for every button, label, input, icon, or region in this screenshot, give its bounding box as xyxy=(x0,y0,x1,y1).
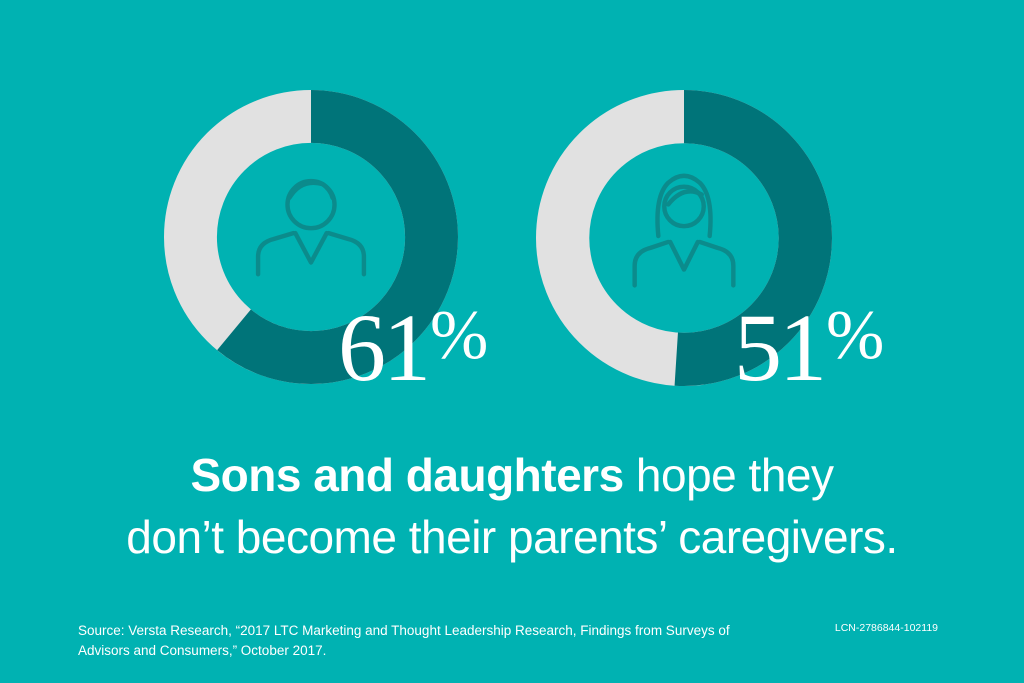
headline-rest: hope they xyxy=(623,449,834,501)
donut-svg-daughters xyxy=(536,90,832,386)
man-icon xyxy=(255,178,367,277)
donut-value-arc xyxy=(164,90,458,384)
woman-icon xyxy=(632,173,736,288)
headline-line2: don’t become their parents’ caregivers. xyxy=(126,511,898,563)
donut-value-arc xyxy=(536,90,832,386)
percent-value: 51 xyxy=(734,294,827,401)
source-note: Source: Versta Research, “2017 LTC Marke… xyxy=(78,623,730,658)
percent-sign: % xyxy=(430,297,488,374)
headline-bold: Sons and daughters xyxy=(190,449,624,501)
percent-value: 61 xyxy=(338,294,431,401)
donut-chart-sons xyxy=(164,90,458,384)
donut-chart-daughters xyxy=(536,90,832,386)
percent-sign: % xyxy=(826,297,884,374)
headline: Sons and daughters hope they don’t becom… xyxy=(0,444,1024,568)
percent-label-sons: 61% xyxy=(338,297,488,396)
document-code: LCN-2786844-102119 xyxy=(834,622,938,634)
percent-label-daughters: 51% xyxy=(734,297,884,396)
donut-svg-sons xyxy=(164,90,458,384)
